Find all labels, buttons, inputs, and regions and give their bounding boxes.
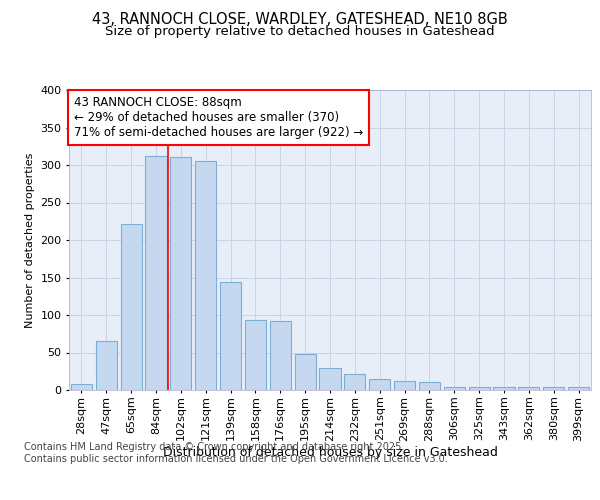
Text: 43, RANNOCH CLOSE, WARDLEY, GATESHEAD, NE10 8GB: 43, RANNOCH CLOSE, WARDLEY, GATESHEAD, N… [92, 12, 508, 28]
Bar [493, 387, 515, 390]
Bar [121, 224, 142, 390]
Y-axis label: Number of detached properties: Number of detached properties [25, 152, 35, 328]
Bar [96, 341, 117, 390]
Bar [245, 320, 266, 390]
Text: 43 RANNOCH CLOSE: 88sqm
← 29% of detached houses are smaller (370)
71% of semi-d: 43 RANNOCH CLOSE: 88sqm ← 29% of detache… [74, 96, 364, 139]
Bar [469, 387, 490, 390]
Bar [145, 156, 167, 390]
Text: Contains HM Land Registry data © Crown copyright and database right 2025.
Contai: Contains HM Land Registry data © Crown c… [24, 442, 448, 464]
Bar [170, 157, 191, 390]
Bar [369, 379, 390, 390]
Bar [543, 387, 564, 390]
Bar [220, 282, 241, 390]
Bar [394, 381, 415, 390]
Bar [518, 387, 539, 390]
Bar [319, 368, 341, 390]
Bar [295, 354, 316, 390]
Bar [419, 382, 440, 390]
Text: Size of property relative to detached houses in Gateshead: Size of property relative to detached ho… [105, 25, 495, 38]
Bar [344, 374, 365, 390]
Bar [444, 387, 465, 390]
Bar [195, 161, 216, 390]
Bar [568, 387, 589, 390]
X-axis label: Distribution of detached houses by size in Gateshead: Distribution of detached houses by size … [163, 446, 497, 459]
Bar [270, 321, 291, 390]
Bar [71, 384, 92, 390]
